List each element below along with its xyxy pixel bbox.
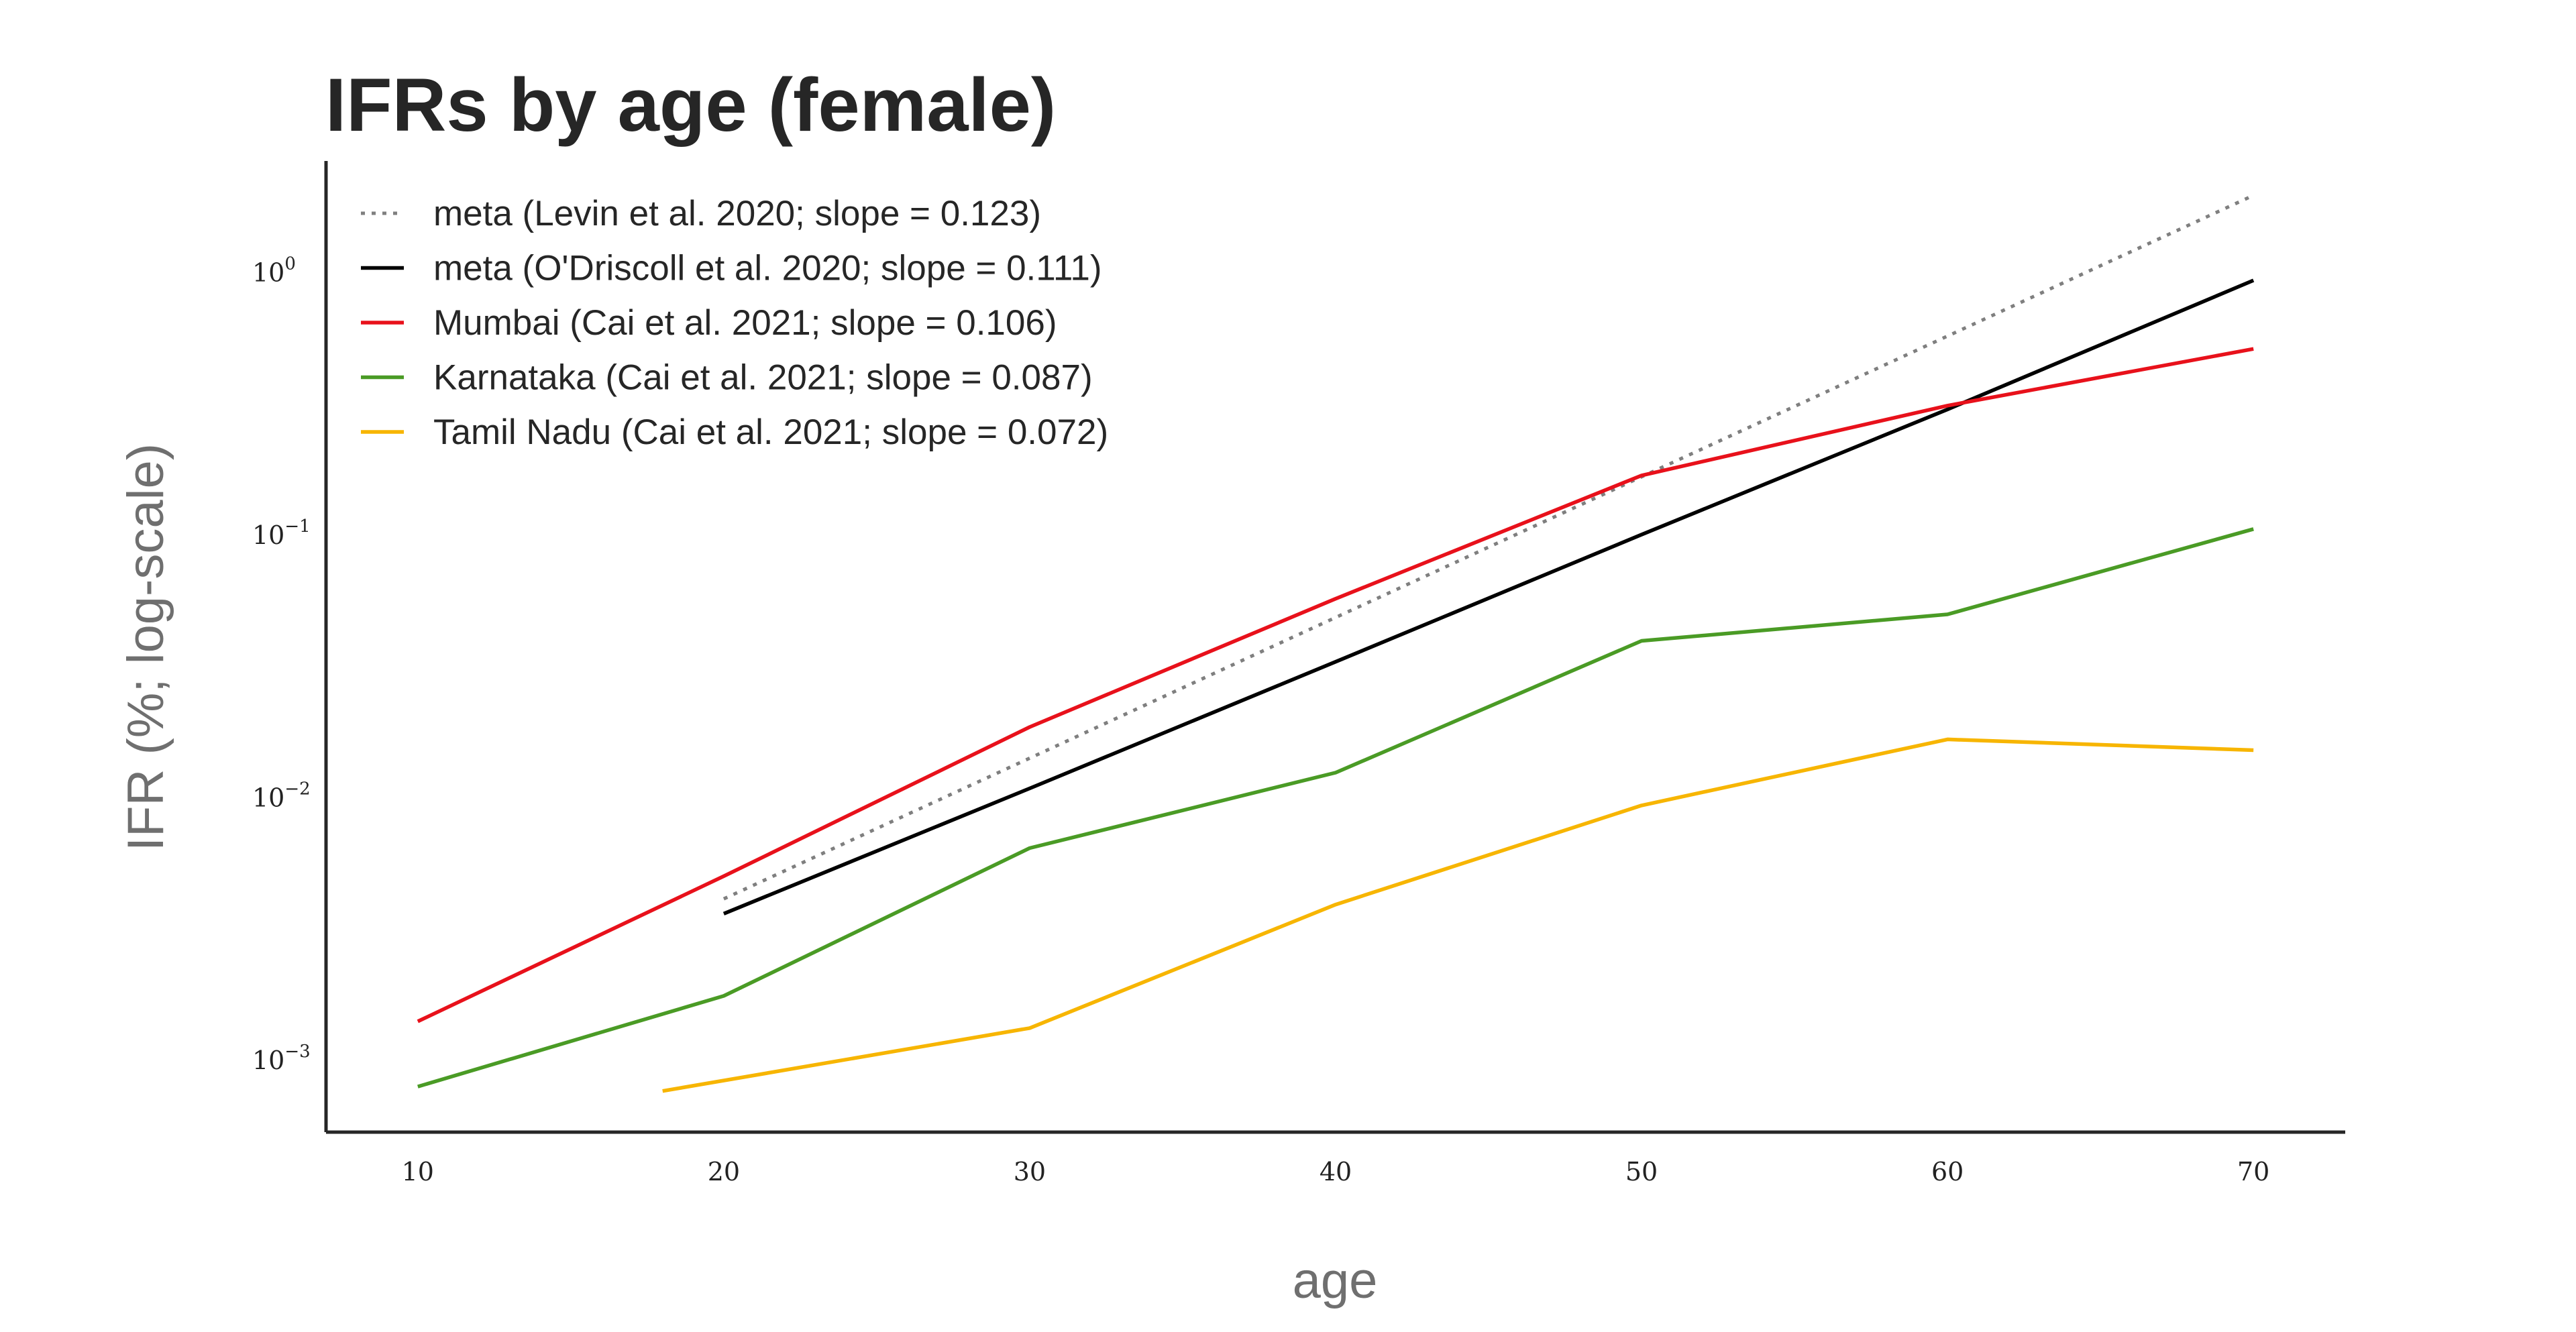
series-line-3 (417, 527, 2254, 1089)
legend-label-0: meta (Levin et al. 2020; slope = 0.123) (433, 194, 1041, 233)
legend-label-4: Tamil Nadu (Cai et al. 2021; slope = 0.0… (433, 412, 1108, 452)
y-axis-ticks: 10−3 10−2 10−1 100 (252, 254, 311, 1075)
y-axis-label: IFR (%; log-scale) (117, 443, 174, 851)
legend-label-2: Mumbai (Cai et al. 2021; slope = 0.106) (433, 303, 1057, 343)
x-tick-label: 70 (2237, 1157, 2269, 1186)
x-tick-label: 30 (1014, 1157, 1046, 1186)
series-line-2 (417, 347, 2254, 1023)
series-line-0 (722, 194, 2255, 901)
legend-label-1: meta (O'Driscoll et al. 2020; slope = 0.… (433, 249, 1102, 288)
x-tick-label: 50 (1625, 1157, 1658, 1186)
x-tick-label: 40 (1320, 1157, 1352, 1186)
legend-label-3: Karnataka (Cai et al. 2021; slope = 0.08… (433, 358, 1093, 398)
legend: meta (Levin et al. 2020; slope = 0.123) m… (361, 194, 1108, 452)
series-line-4 (662, 737, 2254, 1093)
x-tick-label: 10 (402, 1157, 434, 1186)
y-tick-label: 10−1 (252, 516, 311, 550)
x-axis-ticks: 10 20 30 40 50 60 70 (402, 1157, 2270, 1186)
plot-area (324, 161, 2345, 1134)
x-tick-label: 60 (1931, 1157, 1964, 1186)
x-axis-label: age (1293, 1252, 1378, 1309)
x-tick-label: 20 (708, 1157, 740, 1186)
series-line-1 (722, 278, 2255, 915)
y-tick-label: 10−3 (252, 1042, 311, 1075)
chart-title: IFRs by age (female) (325, 63, 1056, 147)
y-tick-label: 100 (252, 254, 296, 288)
y-tick-label: 10−2 (252, 779, 311, 813)
